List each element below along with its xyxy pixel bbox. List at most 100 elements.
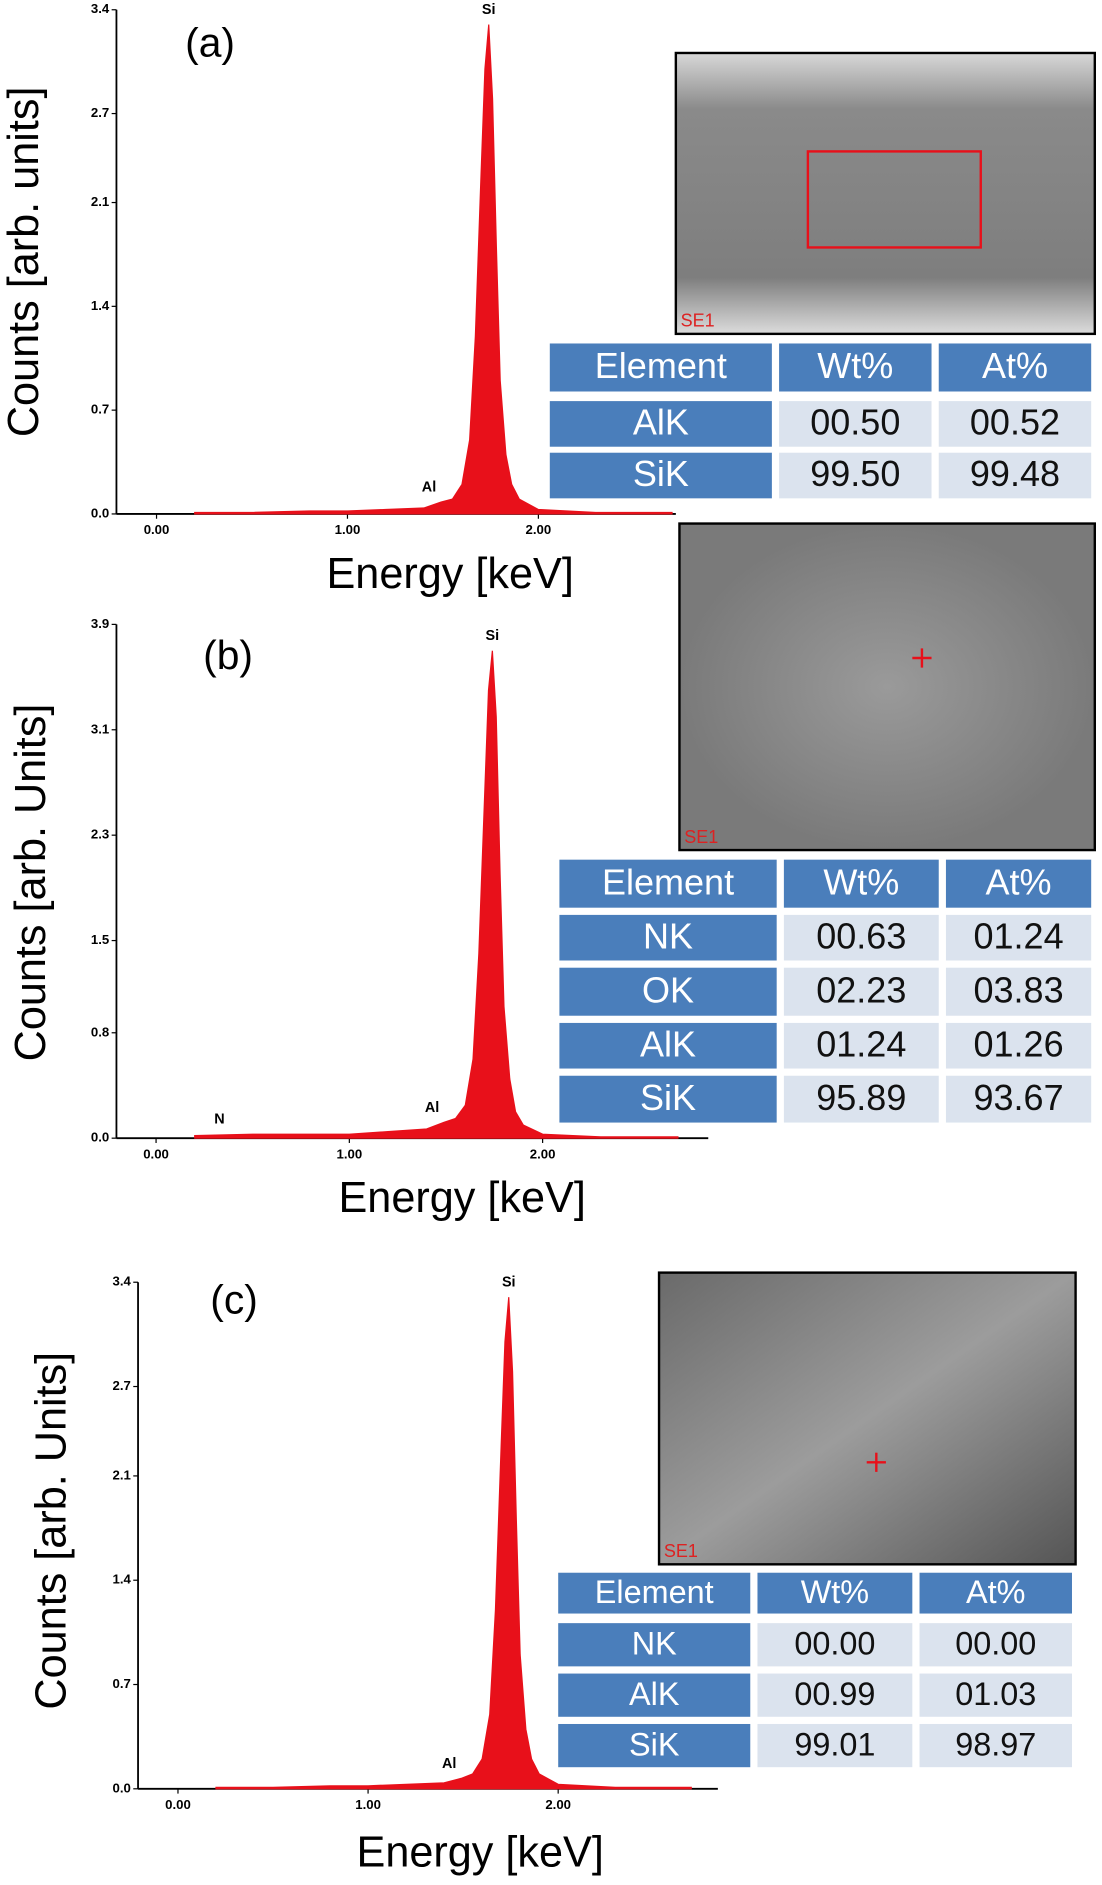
table-cell <box>559 1075 777 1123</box>
table-cell <box>945 914 1092 961</box>
table-cell-text: 00.99 <box>794 1676 875 1712</box>
table-cell <box>549 452 772 499</box>
table-cell-text: 99.48 <box>970 453 1060 494</box>
y-tick-label: 0.0 <box>113 1780 131 1795</box>
peak-label: Al <box>442 1756 456 1772</box>
table-cell-text: 99.01 <box>794 1726 875 1762</box>
table-cell-text: 01.03 <box>955 1676 1036 1712</box>
table-header-cell <box>558 1572 751 1614</box>
table-cell-text: 00.63 <box>816 915 906 956</box>
table-header-text: Element <box>595 345 727 386</box>
table-cell-text: 00.52 <box>970 402 1060 443</box>
y-tick-label: 0.0 <box>91 1130 109 1145</box>
x-tick-label: 2.00 <box>530 1146 556 1161</box>
peak-label: Si <box>486 628 500 644</box>
table-cell <box>558 1623 751 1667</box>
table-cell-text: 02.23 <box>816 969 906 1010</box>
table-cell-text: 00.50 <box>810 402 900 443</box>
table-header-cell <box>757 1572 913 1614</box>
x-axis-label: Energy [keV] <box>326 550 573 598</box>
spectrum-area <box>194 650 679 1139</box>
image-label: SE1 <box>664 1541 698 1561</box>
x-tick-label: 1.00 <box>355 1797 381 1812</box>
y-tick-label: 1.4 <box>91 298 110 313</box>
table-cell-text: 00.00 <box>955 1626 1036 1662</box>
x-tick-label: 1.00 <box>335 522 361 537</box>
table-cell-text: AlK <box>633 402 689 443</box>
table-header-text: Wt% <box>823 861 899 902</box>
table-cell <box>757 1623 913 1667</box>
table-header-cell <box>549 343 772 392</box>
x-tick-label: 0.00 <box>165 1797 191 1812</box>
x-tick-label: 0.00 <box>143 1146 169 1161</box>
y-axis-label: Counts [arb. Units] <box>27 1352 75 1710</box>
y-tick-label: 1.4 <box>113 1572 132 1587</box>
y-tick-label: 3.1 <box>91 721 109 736</box>
table-cell <box>779 401 932 447</box>
table-cell <box>559 967 777 1016</box>
table-cell-text: 01.26 <box>974 1023 1064 1064</box>
table-header-text: At% <box>982 345 1048 386</box>
table-cell <box>783 1075 939 1123</box>
table-cell <box>938 452 1092 499</box>
table-header-cell <box>559 859 777 908</box>
panel-label: (c) <box>210 1276 258 1322</box>
y-tick-label: 0.7 <box>91 402 109 417</box>
spectrum-area <box>215 1297 692 1790</box>
table-cell <box>919 1673 1072 1717</box>
table-cell-text: AlK <box>629 1676 680 1712</box>
peak-label: Si <box>482 2 496 18</box>
table-cell <box>938 401 1092 447</box>
x-tick-label: 2.00 <box>545 1797 571 1812</box>
table-header-text: Element <box>595 1574 714 1610</box>
y-tick-label: 0.7 <box>113 1676 131 1691</box>
image-label: SE1 <box>684 827 718 847</box>
x-axis-label: Energy [keV] <box>357 1828 604 1876</box>
table-cell <box>919 1623 1072 1667</box>
table-header-cell <box>945 859 1092 908</box>
table-cell <box>549 401 772 447</box>
table-cell-text: SiK <box>640 1077 696 1118</box>
table-cell-text: SiK <box>629 1726 680 1762</box>
x-axis-label: Energy [keV] <box>338 1174 585 1222</box>
table-cell <box>559 914 777 961</box>
table-header-text: At% <box>986 861 1052 902</box>
table-cell-text: 99.50 <box>810 453 900 494</box>
table-cell <box>558 1723 751 1768</box>
y-tick-label: 2.7 <box>113 1378 131 1393</box>
table-cell-text: OK <box>642 969 694 1010</box>
table-header-text: Element <box>602 861 734 902</box>
peak-label: Al <box>422 479 436 495</box>
table-header-cell <box>919 1572 1072 1614</box>
sem-image <box>657 1271 1077 1566</box>
y-tick-label: 2.7 <box>91 105 109 120</box>
y-tick-label: 0.0 <box>91 505 109 520</box>
table-cell <box>558 1673 751 1717</box>
panel-label: (a) <box>185 20 235 66</box>
y-tick-label: 2.3 <box>91 827 109 842</box>
table-cell <box>559 1022 777 1069</box>
table-cell-text: 95.89 <box>816 1077 906 1118</box>
table-cell-text: 03.83 <box>974 969 1064 1010</box>
y-tick-label: 3.4 <box>91 1 110 16</box>
y-tick-label: 3.4 <box>113 1274 132 1289</box>
sem-image <box>674 51 1096 336</box>
spectrum-area <box>194 24 673 515</box>
table-cell-text: AlK <box>640 1023 696 1064</box>
region-marker <box>806 150 982 249</box>
table-cell <box>783 967 939 1016</box>
table-cell-text: NK <box>643 915 693 956</box>
peak-label: Si <box>502 1275 516 1291</box>
table-cell-text: 93.67 <box>974 1077 1064 1118</box>
table-header-text: At% <box>966 1574 1025 1610</box>
y-tick-label: 0.8 <box>91 1024 109 1039</box>
table-header-cell <box>783 859 939 908</box>
peak-label: N <box>214 1112 224 1128</box>
y-tick-label: 1.5 <box>91 932 109 947</box>
sem-image <box>678 522 1096 852</box>
table-cell-text: 01.24 <box>974 915 1064 956</box>
table-cell <box>779 452 932 499</box>
table-header-text: Wt% <box>817 345 893 386</box>
panel-label: (b) <box>203 632 253 678</box>
